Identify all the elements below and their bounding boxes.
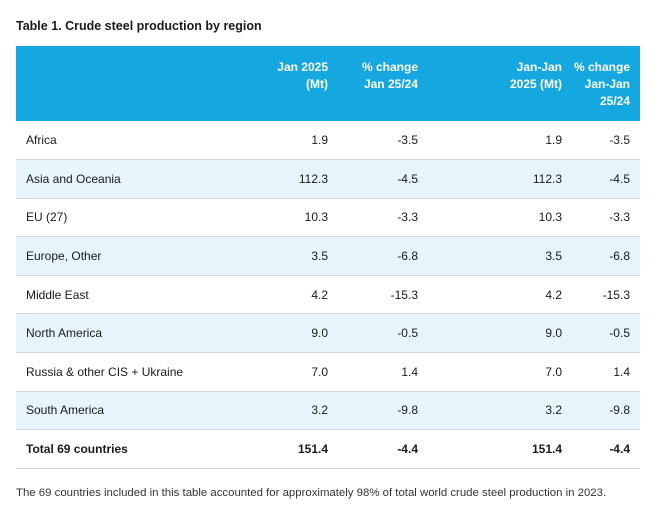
cell-jan-2025: 112.3 [298,171,328,186]
header-region [16,46,236,121]
header-pct-change2-line3: 25/24 [599,94,630,108]
table-body: Africa 1.9 -3.5 1.9 -3.5 Asia and Oceani… [16,121,640,469]
cell-pct-change-janjan: -6.8 [609,249,630,264]
cell-jan-2025: 10.3 [304,210,328,225]
header-janjan-2025: Jan-Jan 2025 (Mt) [424,46,568,121]
steel-production-table: Jan 2025 (Mt) % change Jan 25/24 Jan-Jan… [16,46,640,469]
table-header: Jan 2025 (Mt) % change Jan 25/24 Jan-Jan… [16,46,640,121]
header-jan-2025: Jan 2025 (Mt) [236,46,334,121]
cell-pct-change: -3.5 [397,133,418,148]
cell-jan-2025: 7.0 [311,364,328,379]
table-row: North America 9.0 -0.5 9.0 -0.5 [16,313,640,353]
cell-region: Europe, Other [26,249,102,264]
cell-pct-change: -6.8 [397,249,418,264]
table-row: Middle East 4.2 -15.3 4.2 -15.3 [16,275,640,314]
header-pct-change-line1: % change [361,60,418,74]
header-janjan-line1: Jan-Jan [516,60,562,74]
cell-pct-change-janjan: -0.5 [609,326,630,341]
steel-production-table-container: Jan 2025 (Mt) % change Jan 25/24 Jan-Jan… [16,46,640,469]
table-row: Europe, Other 3.5 -6.8 3.5 -6.8 [16,236,640,276]
cell-pct-change: -3.3 [397,210,418,225]
total-region: Total 69 countries [26,442,128,457]
cell-pct-change: -9.8 [397,403,418,418]
cell-region: Africa [26,133,57,148]
cell-pct-change: -15.3 [390,287,418,302]
header-janjan-line2: 2025 (Mt) [509,77,562,91]
cell-region: Asia and Oceania [26,171,121,186]
header-row: Jan 2025 (Mt) % change Jan 25/24 Jan-Jan… [16,46,640,121]
header-jan-2025-line1: Jan 2025 [277,60,328,74]
cell-region: South America [26,403,105,418]
table-row: Russia & other CIS + Ukraine 7.0 1.4 7.0… [16,353,640,392]
total-pct-change: -4.4 [397,442,418,457]
cell-janjan-2025: 1.9 [545,133,562,148]
header-pct-change2-line1: % change [573,60,630,74]
header-pct-change-janjan: % change Jan-Jan 25/24 [568,46,640,121]
table-row: South America 3.2 -9.8 3.2 -9.8 [16,391,640,430]
cell-region: Middle East [26,287,89,302]
total-pct-change-janjan: -4.4 [609,442,630,457]
cell-region: Russia & other CIS + Ukraine [26,364,184,379]
header-pct-change2-line2: Jan-Jan [584,77,630,91]
cell-jan-2025: 3.2 [311,403,328,418]
table-title: Table 1. Crude steel production by regio… [16,19,262,33]
cell-janjan-2025: 10.3 [538,210,562,225]
cell-jan-2025: 3.5 [311,249,328,264]
cell-pct-change: -0.5 [397,326,418,341]
table-row: EU (27) 10.3 -3.3 10.3 -3.3 [16,198,640,237]
cell-pct-change-janjan: 1.4 [613,364,630,379]
cell-pct-change: -4.5 [397,171,418,186]
cell-janjan-2025: 3.2 [545,403,562,418]
total-jan-2025: 151.4 [297,442,328,457]
cell-pct-change-janjan: -9.8 [609,403,630,418]
table-row: Africa 1.9 -3.5 1.9 -3.5 [16,121,640,160]
total-row: Total 69 countries 151.4 -4.4 151.4 -4.4 [16,430,640,469]
cell-jan-2025: 1.9 [311,133,328,148]
cell-pct-change-janjan: -3.5 [609,133,630,148]
cell-janjan-2025: 112.3 [532,171,562,186]
cell-pct-change-janjan: -4.5 [609,171,630,186]
cell-jan-2025: 4.2 [311,287,328,302]
table-row: Asia and Oceania 112.3 -4.5 112.3 -4.5 [16,159,640,199]
header-jan-2025-line2: (Mt) [306,77,328,91]
header-pct-change-line2: Jan 25/24 [363,77,418,91]
total-janjan-2025: 151.4 [531,442,562,457]
cell-janjan-2025: 3.5 [545,249,562,264]
cell-janjan-2025: 7.0 [545,364,562,379]
cell-pct-change: 1.4 [401,364,418,379]
cell-pct-change-janjan: -15.3 [602,287,630,302]
cell-region: North America [26,326,103,341]
cell-janjan-2025: 9.0 [545,326,562,341]
cell-region: EU (27) [26,210,68,225]
header-pct-change: % change Jan 25/24 [334,46,424,121]
cell-pct-change-janjan: -3.3 [609,210,630,225]
cell-jan-2025: 9.0 [311,326,328,341]
cell-janjan-2025: 4.2 [545,287,562,302]
table-footnote: The 69 countries included in this table … [16,487,607,499]
